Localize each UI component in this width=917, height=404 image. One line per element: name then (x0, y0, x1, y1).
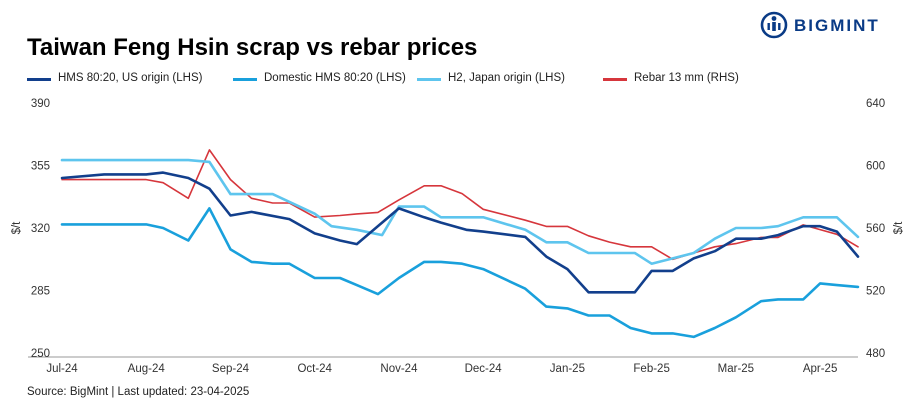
x-tick-label: Jan-25 (550, 363, 585, 375)
x-tick-label: Nov-24 (380, 363, 418, 375)
x-tick-label: Aug-24 (128, 363, 166, 375)
legend-label: Domestic HMS 80:20 (LHS) (264, 72, 406, 84)
legend-swatch (417, 78, 441, 81)
y-right-tick-label: 560 (866, 223, 885, 235)
source-note: Source: BigMint | Last updated: 23-04-20… (27, 386, 250, 398)
y-left-tick-label: 285 (31, 286, 50, 298)
x-tick-label: Feb-25 (633, 363, 669, 375)
y-right-tick-label: 600 (866, 161, 885, 173)
y-right-tick-label: 520 (866, 286, 885, 298)
y-right-axis-label: $/t (893, 221, 905, 235)
x-tick-label: Oct-24 (297, 363, 332, 375)
y-left-tick-label: 390 (31, 98, 50, 110)
legend-swatch (233, 78, 257, 81)
legend-label: H2, Japan origin (LHS) (448, 72, 565, 84)
legend-swatch (603, 78, 627, 81)
chart-title: Taiwan Feng Hsin scrap vs rebar prices (27, 34, 478, 61)
legend-swatch (27, 78, 51, 81)
x-tick-label: Jul-24 (46, 363, 78, 375)
brand-logo: BIGMINT (760, 11, 910, 39)
legend-label: HMS 80:20, US origin (LHS) (58, 72, 203, 84)
y-left-tick-label: 355 (31, 161, 50, 173)
brand-name: BIGMINT (794, 16, 880, 35)
brand-logo-icon (760, 11, 788, 39)
y-left-axis-label: $/t (11, 221, 23, 235)
x-tick-label: Sep-24 (212, 363, 250, 375)
series-line-h2-japan (60, 158, 860, 266)
y-left-tick-label: 250 (31, 348, 50, 360)
x-tick-label: Apr-25 (803, 363, 838, 375)
series-line-rebar (61, 149, 859, 261)
chart-series-lines (60, 149, 860, 339)
x-tick-label: Dec-24 (465, 363, 503, 375)
series-line-hms-us (60, 171, 860, 294)
chart-axes: Jul-24 Aug-24 Sep-24 Oct-24 Nov-24 Dec-24 Jan-… (11, 98, 905, 375)
y-right-tick-label: 640 (866, 98, 885, 110)
legend-label: Rebar 13 mm (RHS) (634, 72, 739, 84)
series-line-domestic (60, 207, 860, 339)
y-left-tick-label: 320 (31, 223, 50, 235)
x-tick-label: Mar-25 (718, 363, 754, 375)
y-right-tick-label: 480 (866, 348, 885, 360)
